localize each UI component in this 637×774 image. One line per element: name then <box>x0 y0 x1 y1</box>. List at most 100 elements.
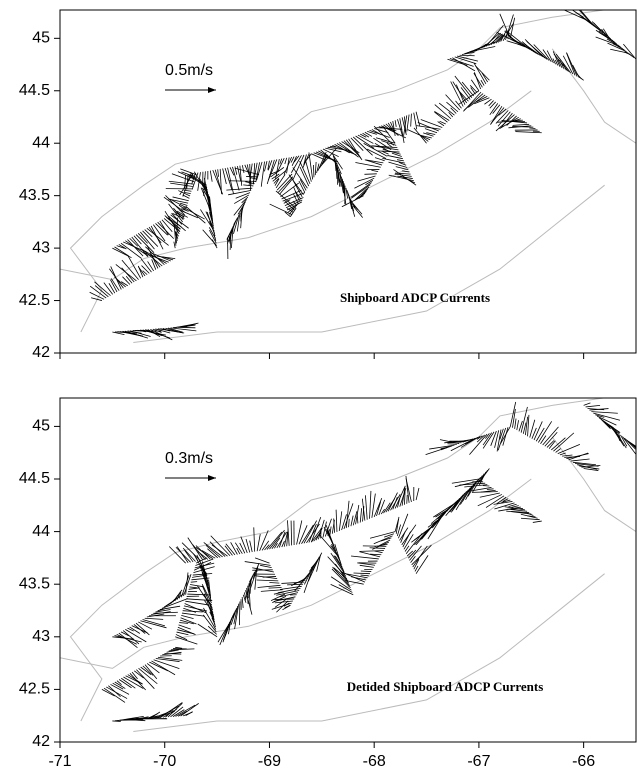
current-vector <box>179 209 199 219</box>
current-vector <box>388 174 414 182</box>
current-vector <box>470 79 480 91</box>
current-vector <box>170 648 195 651</box>
current-vector <box>395 166 409 171</box>
current-vector <box>387 492 398 512</box>
current-vector <box>356 514 359 524</box>
current-vector <box>360 574 369 577</box>
current-vector <box>557 444 581 455</box>
current-vector <box>165 327 184 334</box>
current-vector <box>376 127 403 130</box>
current-vector <box>437 510 448 520</box>
current-vector <box>402 531 411 548</box>
current-vector <box>293 186 300 202</box>
current-vector <box>242 594 247 603</box>
current-vector <box>471 487 492 492</box>
current-vector <box>355 162 381 168</box>
current-vector <box>517 43 526 48</box>
current-vector <box>293 193 299 204</box>
current-vector <box>164 215 181 230</box>
current-vector <box>298 180 306 193</box>
current-vector <box>490 430 497 446</box>
current-vector <box>233 605 239 625</box>
current-vector <box>464 484 488 488</box>
current-vector <box>268 159 278 181</box>
current-vector <box>261 540 270 551</box>
current-vector <box>146 663 160 674</box>
current-vector <box>371 493 376 518</box>
current-vector <box>458 91 469 102</box>
map-panel: 42 42.5 43 43.5 44 44.5 45 -71 -70 -69 -68 -67 -66 0.… <box>19 397 637 770</box>
current-vector <box>233 217 239 225</box>
current-vector <box>277 158 285 172</box>
current-vector <box>604 422 611 428</box>
current-vector <box>281 581 305 584</box>
current-vector <box>244 592 247 599</box>
current-vector <box>279 592 299 598</box>
current-vector <box>124 330 149 339</box>
current-vector <box>182 173 191 197</box>
current-vector <box>401 487 406 506</box>
current-vector <box>447 443 457 445</box>
current-vector <box>474 97 490 105</box>
current-vector <box>414 565 419 572</box>
current-vector <box>502 427 509 446</box>
current-vector <box>449 58 474 67</box>
current-vector <box>170 706 184 718</box>
current-vector <box>357 175 376 182</box>
current-vector <box>110 278 120 291</box>
current-vector <box>260 161 265 187</box>
current-vector <box>493 35 503 45</box>
current-vector <box>396 524 401 537</box>
current-vector <box>500 426 511 444</box>
current-vector <box>241 165 245 173</box>
current-vector <box>184 603 207 614</box>
current-vector <box>334 555 343 568</box>
current-vector <box>578 75 584 81</box>
current-vector <box>420 135 432 139</box>
current-vector <box>343 503 354 530</box>
current-vector <box>493 501 513 505</box>
current-vector <box>276 600 289 613</box>
current-vector <box>118 679 132 689</box>
x-tick-label: -68 <box>363 753 386 770</box>
current-vector <box>150 225 164 250</box>
x-tick-label: -66 <box>572 753 595 770</box>
current-vector <box>471 491 498 493</box>
current-vector <box>542 426 559 446</box>
scale-label: 0.5m/s <box>165 62 213 79</box>
current-vector <box>165 712 171 718</box>
current-vector <box>277 176 294 193</box>
current-vector <box>312 552 323 571</box>
current-vector <box>353 572 371 575</box>
current-vector <box>415 555 429 574</box>
current-vector <box>488 100 494 107</box>
current-vector <box>351 182 372 198</box>
current-vector <box>304 158 312 182</box>
current-vector <box>112 331 125 335</box>
current-vector <box>226 612 235 630</box>
current-vector <box>628 440 636 447</box>
current-vector <box>131 236 149 258</box>
current-vector <box>298 525 308 545</box>
current-vector <box>159 605 181 610</box>
current-vector <box>179 202 188 206</box>
current-vector <box>351 184 371 199</box>
current-vector <box>340 565 345 573</box>
current-vector <box>224 545 233 556</box>
current-vector <box>467 476 481 493</box>
current-vector <box>471 46 496 52</box>
current-vector <box>518 41 539 55</box>
current-vector <box>395 516 400 534</box>
current-vector <box>175 547 191 563</box>
current-vector <box>271 537 281 549</box>
current-vector <box>499 116 519 129</box>
current-vector <box>283 199 291 204</box>
current-vector <box>286 201 303 211</box>
current-vector <box>125 275 133 284</box>
current-vector <box>439 120 446 125</box>
current-vector <box>278 531 286 548</box>
current-vector <box>138 668 158 685</box>
current-vector <box>500 31 506 42</box>
